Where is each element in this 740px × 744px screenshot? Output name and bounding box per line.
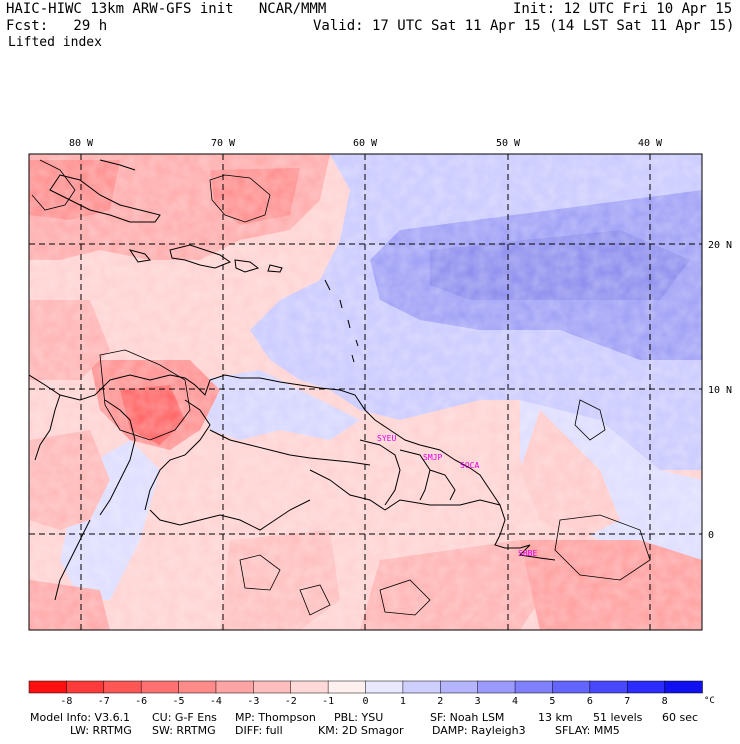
colorbar-swatch xyxy=(402,680,442,694)
colorbar-tick-label: -8 xyxy=(60,696,72,707)
colorbar-tick-label: -3 xyxy=(247,696,259,707)
lon-label: 40 W xyxy=(638,138,663,149)
forecast-hour: Fcst: 29 h xyxy=(6,18,108,34)
lat-label: 10 N xyxy=(708,385,732,396)
colorbar-unit: °C xyxy=(704,696,715,706)
colorbar-tick-label: -2 xyxy=(285,696,297,707)
footer-damp: DAMP: Rayleigh3 xyxy=(432,724,526,737)
footer-model-info: Model Info: V3.6.1 xyxy=(30,711,131,724)
lon-label: 80 W xyxy=(69,138,94,149)
footer-resolution: 13 km xyxy=(538,711,573,724)
footer-sf: SF: Noah LSM xyxy=(430,711,505,724)
lat-label: 20 N xyxy=(708,240,732,251)
lat-lon-grid xyxy=(29,154,702,630)
colorbar-swatch xyxy=(140,680,180,694)
colorbar-tick-label: 2 xyxy=(437,696,443,707)
colorbar-swatch xyxy=(253,680,292,694)
footer-sflay: SFLAY: MM5 xyxy=(555,724,620,737)
colorbar-swatch xyxy=(440,680,479,694)
footer-timestep: 60 sec xyxy=(662,711,699,724)
lat-label: 0 xyxy=(708,530,714,541)
colorbar-tick-label: 3 xyxy=(475,696,481,707)
colorbar-swatch xyxy=(103,680,142,694)
colorbar-tick-label: 8 xyxy=(662,696,668,707)
map-frame xyxy=(28,153,703,631)
footer-lw: LW: RRTMG xyxy=(70,724,132,737)
footer-sw: SW: RRTMG xyxy=(152,724,216,737)
colorbar-swatch xyxy=(552,680,591,694)
colorbar-swatch xyxy=(365,680,404,694)
footer-diff: DIFF: full xyxy=(235,724,283,737)
colorbar-swatch xyxy=(664,680,703,694)
colorbar-swatch xyxy=(626,680,666,694)
colorbar-swatch xyxy=(290,680,329,694)
colorbar: -8 -7 -6 -5 -4 -3 -2 -1 0 1 2 3 4 5 6 7 8 °C xyxy=(28,680,715,707)
colorbar-tick-label: -5 xyxy=(173,696,185,707)
station-label: SYEU xyxy=(377,434,396,443)
init-time: Init: 12 UTC Fri 10 Apr 15 xyxy=(513,1,733,17)
colorbar-tick-label: 1 xyxy=(400,696,406,707)
colorbar-tick-label: 0 xyxy=(362,696,368,707)
field-name: Lifted index xyxy=(8,35,102,50)
footer-km: KM: 2D Smagor xyxy=(318,724,404,737)
station-label: SOCA xyxy=(460,461,479,470)
station-labels: SYEU SMJP SOCA SBBE xyxy=(377,434,537,558)
colorbar-swatch xyxy=(589,680,628,694)
coastlines xyxy=(29,159,556,601)
shaded-field: SYEU SMJP SOCA SBBE xyxy=(29,154,702,630)
colorbar-swatch xyxy=(215,680,255,694)
latitude-labels: 20 N 10 N 0 xyxy=(708,240,732,541)
model-title: HAIC-HIWC 13km ARW-GFS init NCAR/MMM xyxy=(6,1,327,17)
contour-lines xyxy=(31,159,651,616)
colorbar-tick-label: 5 xyxy=(549,696,555,707)
colorbar-swatch xyxy=(327,680,367,694)
colorbar-tick-label: -1 xyxy=(322,696,334,707)
colorbar-tick-label: 7 xyxy=(624,696,630,707)
colorbar-tick-label: -4 xyxy=(210,696,222,707)
footer-cu: CU: G-F Ens xyxy=(152,711,217,724)
lon-label: 60 W xyxy=(353,138,378,149)
colorbar-swatch xyxy=(477,680,516,694)
colorbar-tick-label: 6 xyxy=(587,696,593,707)
footer-levels: 51 levels xyxy=(593,711,643,724)
colorbar-swatch xyxy=(28,680,68,694)
colorbar-tick-label: 4 xyxy=(512,696,518,707)
colorbar-swatch xyxy=(514,680,554,694)
colorbar-tick-label: -6 xyxy=(135,696,147,707)
colorbar-swatch xyxy=(178,680,217,694)
valid-time: Valid: 17 UTC Sat 11 Apr 15 (14 LST Sat … xyxy=(313,18,735,34)
station-label: SBBE xyxy=(518,549,537,558)
longitude-labels: 80 W 70 W 60 W 50 W 40 W xyxy=(69,138,663,149)
footer-pbl: PBL: YSU xyxy=(334,711,384,724)
colorbar-tick-label: -7 xyxy=(98,696,110,707)
colorbar-swatch xyxy=(66,680,105,694)
lon-label: 70 W xyxy=(211,138,236,149)
footer-mp: MP: Thompson xyxy=(235,711,316,724)
station-label: SMJP xyxy=(423,453,442,462)
lon-label: 50 W xyxy=(496,138,521,149)
